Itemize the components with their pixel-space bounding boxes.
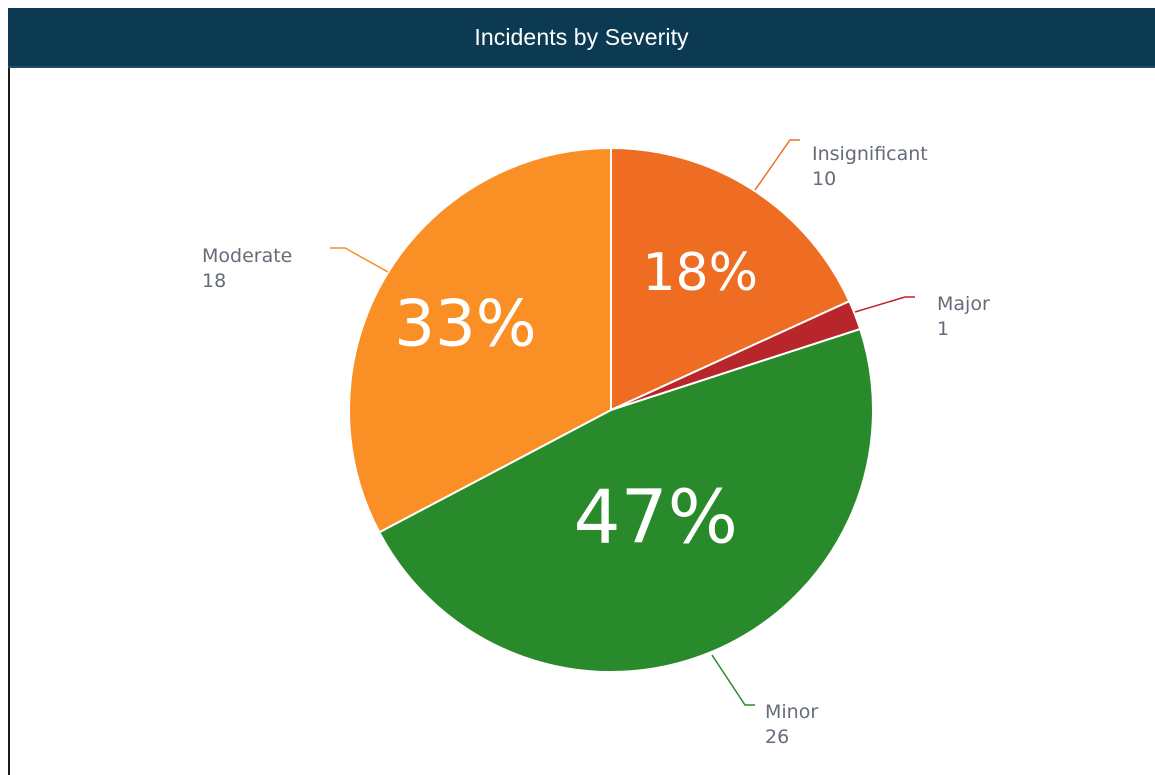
callout-labels: Insignificant 10 Major 1 Minor 26 Moderate 18 (202, 143, 990, 748)
chart-header: Incidents by Severity (8, 8, 1155, 67)
pie-slice-moderate[interactable] (348, 146, 612, 534)
percent-labels: 18% 47% 33% (394, 243, 758, 561)
callout-name-minor: Minor (765, 701, 818, 723)
callout-value-major: 1 (937, 318, 949, 340)
percent-label-insignificant: 18% (642, 243, 758, 303)
pie-slice-minor[interactable] (377, 327, 874, 673)
callout-minor: Minor 26 (765, 701, 818, 748)
callout-value-minor: 26 (765, 726, 789, 748)
pie-slice-insignificant[interactable] (610, 146, 851, 412)
percent-label-minor: 47% (574, 475, 738, 561)
pie-slices (348, 146, 874, 673)
callout-moderate: Moderate 18 (202, 245, 292, 292)
callout-value-moderate: 18 (202, 270, 226, 292)
leader-line-insignificant (754, 139, 800, 191)
chart-title: Incidents by Severity (474, 24, 689, 50)
leader-line-moderate (330, 247, 389, 273)
callout-name-insignificant: Insignificant (812, 143, 928, 165)
header-divider (8, 66, 1155, 68)
callout-name-major: Major (937, 293, 990, 315)
callout-leader-lines (330, 139, 915, 706)
percent-label-moderate: 33% (394, 287, 536, 361)
callout-value-insignificant: 10 (812, 168, 836, 190)
callout-insignificant: Insignificant 10 (812, 143, 928, 190)
callout-name-moderate: Moderate (202, 245, 292, 267)
leader-line-major (854, 296, 915, 313)
callout-major: Major 1 (937, 293, 990, 340)
leader-line-minor (711, 654, 755, 706)
